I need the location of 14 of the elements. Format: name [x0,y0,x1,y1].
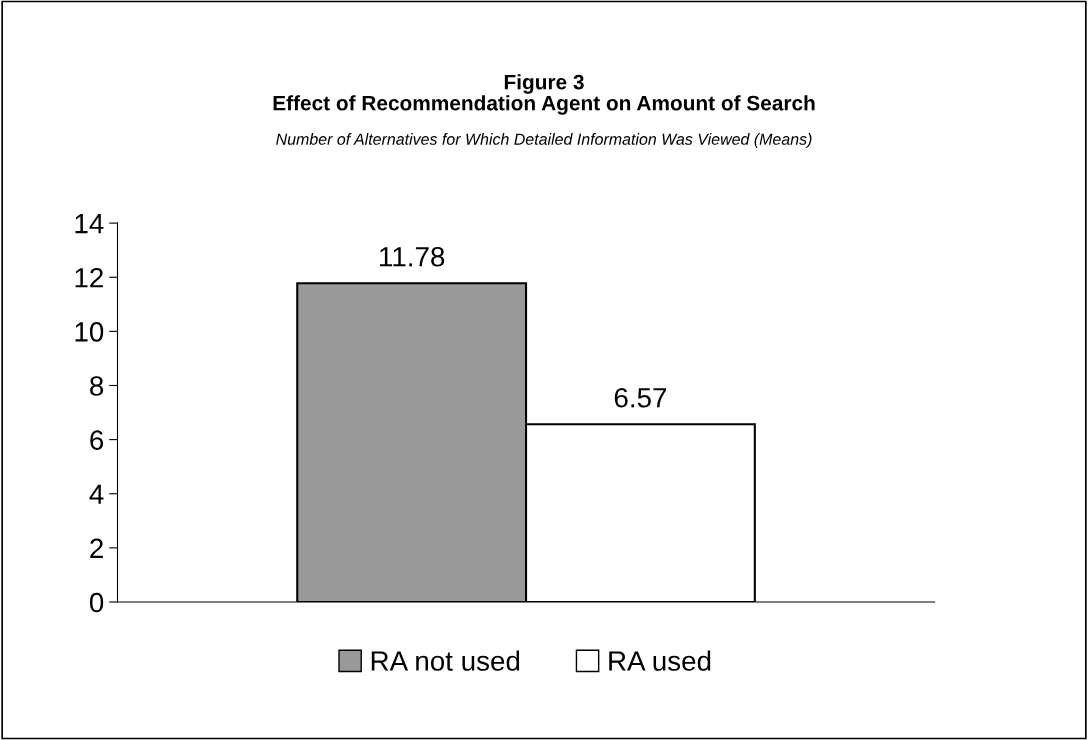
y-tick-label: 2 [90,538,103,558]
y-tick-label: 6 [90,430,104,450]
chart-title: Figure 3 Effect of Recommendation Agent on Amount of Search [273,74,815,115]
y-tick-label: 12 [75,267,103,288]
y-tick-label: 10 [75,322,104,342]
y-tick-label: 4 [89,484,104,504]
y-tick-label: 8 [90,376,104,396]
data-label: 6.57 [614,387,667,408]
y-tick-label: 14 [75,214,104,234]
chart-subtitle: Number of Alternatives for Which Detailed Information Was Viewed (Means) [276,133,812,148]
legend-label: RA used [609,650,711,671]
y-tick-label: 0 [89,592,104,613]
data-label: 11.78 [380,246,445,267]
legend-label: RA not used [371,650,520,671]
